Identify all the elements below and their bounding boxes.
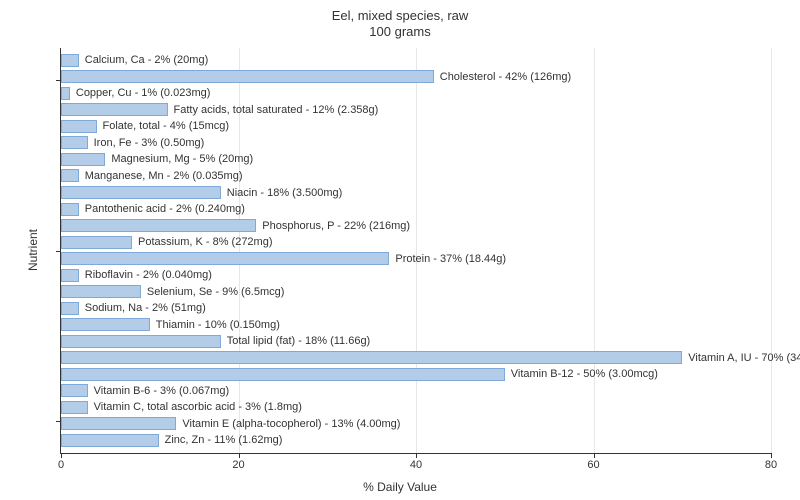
bar bbox=[61, 351, 682, 364]
bar bbox=[61, 236, 132, 249]
bar-row: Vitamin B-12 - 50% (3.00mcg) bbox=[61, 367, 771, 381]
bar-row: Magnesium, Mg - 5% (20mg) bbox=[61, 152, 771, 166]
bar-row: Protein - 37% (18.44g) bbox=[61, 252, 771, 266]
x-tick-label: 0 bbox=[58, 459, 64, 471]
bar bbox=[61, 401, 88, 414]
bar-row: Folate, total - 4% (15mcg) bbox=[61, 119, 771, 133]
bar-row: Vitamin E (alpha-tocopherol) - 13% (4.00… bbox=[61, 417, 771, 431]
bar-label: Niacin - 18% (3.500mg) bbox=[227, 187, 343, 199]
bar-label: Pantothenic acid - 2% (0.240mg) bbox=[85, 203, 245, 215]
x-tick-mark bbox=[771, 453, 772, 458]
bar bbox=[61, 169, 79, 182]
nutrient-chart: Eel, mixed species, raw 100 grams Nutrie… bbox=[0, 0, 800, 500]
gridline bbox=[771, 48, 772, 453]
bar-row: Fatty acids, total saturated - 12% (2.35… bbox=[61, 103, 771, 117]
bar-label: Vitamin A, IU - 70% (3477IU) bbox=[688, 352, 800, 364]
bar-row: Potassium, K - 8% (272mg) bbox=[61, 235, 771, 249]
bar bbox=[61, 302, 79, 315]
bar bbox=[61, 103, 168, 116]
bar-row: Manganese, Mn - 2% (0.035mg) bbox=[61, 169, 771, 183]
bar-row: Phosphorus, P - 22% (216mg) bbox=[61, 219, 771, 233]
x-tick-label: 20 bbox=[232, 459, 244, 471]
bar bbox=[61, 252, 389, 265]
bar bbox=[61, 417, 176, 430]
chart-title: Eel, mixed species, raw bbox=[0, 8, 800, 23]
bar-row: Calcium, Ca - 2% (20mg) bbox=[61, 53, 771, 67]
bar-row: Selenium, Se - 9% (6.5mcg) bbox=[61, 285, 771, 299]
bar bbox=[61, 70, 434, 83]
bar-label: Vitamin C, total ascorbic acid - 3% (1.8… bbox=[94, 401, 302, 413]
bar-label: Thiamin - 10% (0.150mg) bbox=[156, 319, 280, 331]
bar-label: Calcium, Ca - 2% (20mg) bbox=[85, 54, 208, 66]
bar bbox=[61, 384, 88, 397]
bar-row: Niacin - 18% (3.500mg) bbox=[61, 186, 771, 200]
bars-container: Calcium, Ca - 2% (20mg) Cholesterol - 42%… bbox=[61, 52, 771, 449]
bar-row: Pantothenic acid - 2% (0.240mg) bbox=[61, 202, 771, 216]
bar-label: Magnesium, Mg - 5% (20mg) bbox=[111, 153, 253, 165]
bar-label: Vitamin B-12 - 50% (3.00mcg) bbox=[511, 368, 658, 380]
bar-label: Manganese, Mn - 2% (0.035mg) bbox=[85, 170, 243, 182]
bar bbox=[61, 434, 159, 447]
x-tick-label: 80 bbox=[765, 459, 777, 471]
bar-label: Riboflavin - 2% (0.040mg) bbox=[85, 269, 212, 281]
y-tick-mark bbox=[56, 251, 61, 252]
x-axis-label: % Daily Value bbox=[363, 480, 437, 494]
bar-row: Copper, Cu - 1% (0.023mg) bbox=[61, 86, 771, 100]
bar bbox=[61, 120, 97, 133]
bar-row: Thiamin - 10% (0.150mg) bbox=[61, 318, 771, 332]
y-tick-mark bbox=[56, 421, 61, 422]
bar-label: Phosphorus, P - 22% (216mg) bbox=[262, 220, 410, 232]
bar-label: Cholesterol - 42% (126mg) bbox=[440, 71, 571, 83]
bar-label: Vitamin B-6 - 3% (0.067mg) bbox=[94, 385, 230, 397]
bar-row: Vitamin C, total ascorbic acid - 3% (1.8… bbox=[61, 400, 771, 414]
bar-label: Potassium, K - 8% (272mg) bbox=[138, 236, 273, 248]
bar-row: Riboflavin - 2% (0.040mg) bbox=[61, 268, 771, 282]
x-tick-mark bbox=[594, 453, 595, 458]
bar bbox=[61, 285, 141, 298]
bar bbox=[61, 203, 79, 216]
bar-label: Folate, total - 4% (15mcg) bbox=[103, 120, 230, 132]
bar-label: Copper, Cu - 1% (0.023mg) bbox=[76, 87, 211, 99]
chart-subtitle: 100 grams bbox=[0, 24, 800, 39]
bar-label: Protein - 37% (18.44g) bbox=[395, 253, 506, 265]
bar bbox=[61, 186, 221, 199]
x-tick-label: 40 bbox=[410, 459, 422, 471]
bar-row: Sodium, Na - 2% (51mg) bbox=[61, 301, 771, 315]
bar-label: Total lipid (fat) - 18% (11.66g) bbox=[227, 335, 370, 347]
x-tick-mark bbox=[239, 453, 240, 458]
bar-row: Cholesterol - 42% (126mg) bbox=[61, 70, 771, 84]
bar bbox=[61, 136, 88, 149]
bar-row: Iron, Fe - 3% (0.50mg) bbox=[61, 136, 771, 150]
bar-row: Vitamin B-6 - 3% (0.067mg) bbox=[61, 384, 771, 398]
bar-label: Fatty acids, total saturated - 12% (2.35… bbox=[174, 104, 379, 116]
bar bbox=[61, 368, 505, 381]
y-axis-label: Nutrient bbox=[26, 229, 40, 271]
bar-label: Selenium, Se - 9% (6.5mcg) bbox=[147, 286, 285, 298]
bar bbox=[61, 269, 79, 282]
bar bbox=[61, 54, 79, 67]
bar-label: Vitamin E (alpha-tocopherol) - 13% (4.00… bbox=[182, 418, 400, 430]
bar-row: Zinc, Zn - 11% (1.62mg) bbox=[61, 433, 771, 447]
plot-area: 020406080 Calcium, Ca - 2% (20mg)Cholest… bbox=[60, 48, 771, 454]
y-tick-mark bbox=[56, 80, 61, 81]
x-tick-mark bbox=[61, 453, 62, 458]
bar bbox=[61, 219, 256, 232]
bar bbox=[61, 153, 105, 166]
bar bbox=[61, 318, 150, 331]
bar-row: Total lipid (fat) - 18% (11.66g) bbox=[61, 334, 771, 348]
bar-label: Sodium, Na - 2% (51mg) bbox=[85, 302, 206, 314]
x-tick-label: 60 bbox=[587, 459, 599, 471]
x-tick-mark bbox=[416, 453, 417, 458]
bar-label: Iron, Fe - 3% (0.50mg) bbox=[94, 137, 205, 149]
bar-label: Zinc, Zn - 11% (1.62mg) bbox=[165, 434, 283, 446]
bar-row: Vitamin A, IU - 70% (3477IU) bbox=[61, 351, 771, 365]
bar bbox=[61, 335, 221, 348]
bar bbox=[61, 87, 70, 100]
